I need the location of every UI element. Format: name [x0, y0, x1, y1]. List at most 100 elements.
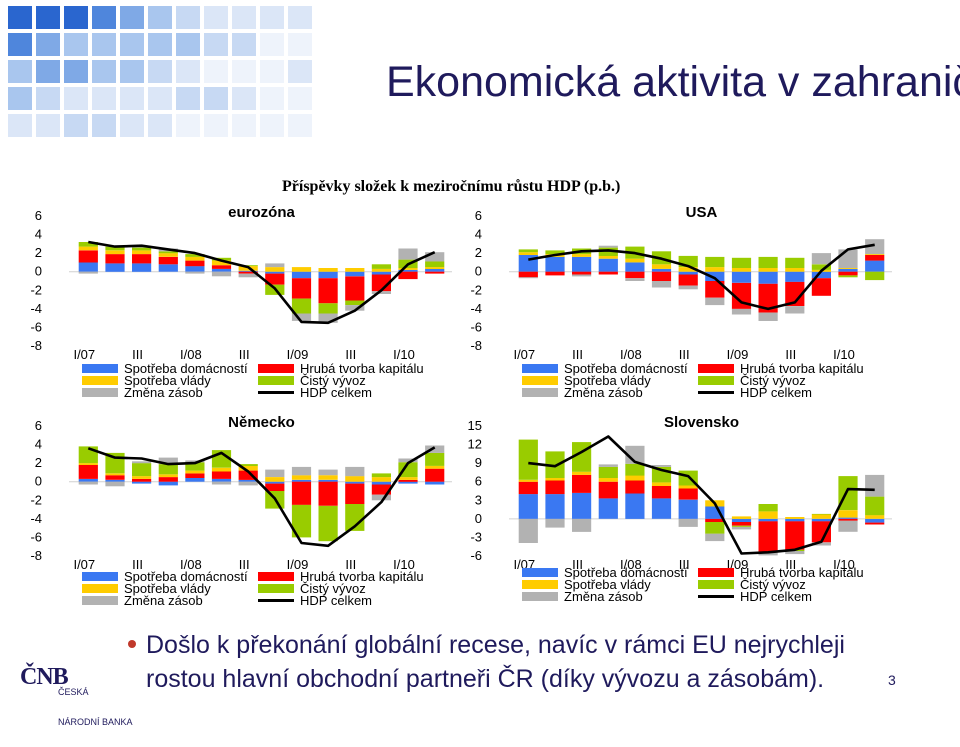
bar-gfcf — [572, 271, 592, 275]
decor-square-44 — [8, 114, 32, 137]
x-tick-label: III — [345, 347, 356, 362]
bar-gfcf — [811, 278, 831, 296]
bar-government — [865, 515, 885, 519]
bar-net-exports — [318, 505, 338, 542]
bar-inventories — [545, 518, 565, 528]
bar-net-exports — [345, 504, 365, 531]
legend-swatch-government — [82, 376, 118, 385]
conclusion-text: Došlo k překonání globální recese, navíc… — [146, 628, 845, 696]
decor-square-40 — [204, 87, 228, 110]
chart-title: USA — [686, 204, 718, 221]
legend-label-inventories: Změna zásob — [124, 593, 203, 608]
bar-inventories — [811, 253, 831, 265]
legend-item-government: Spotřeba vlády — [82, 581, 211, 596]
bar-net-exports — [545, 451, 565, 478]
bar-government — [651, 482, 672, 486]
bar-consumption — [758, 271, 778, 284]
bar-gfcf — [598, 271, 618, 275]
bar-gfcf — [865, 522, 885, 525]
bar-gfcf — [758, 521, 778, 552]
bar-consumption — [625, 262, 645, 272]
x-tick-label: III — [785, 557, 796, 572]
decor-square-31 — [260, 60, 284, 83]
legend-swatch-inventories — [82, 388, 118, 397]
bar-inventories — [78, 481, 98, 485]
bar-consumption — [211, 478, 232, 482]
decor-square-43 — [288, 87, 312, 110]
bar-gfcf — [811, 521, 831, 543]
bar-gfcf — [78, 250, 98, 263]
bar-gfcf — [518, 271, 538, 278]
bar-government — [731, 268, 752, 272]
legend-label-inventories: Změna zásob — [564, 589, 643, 604]
decor-square-50 — [176, 114, 200, 137]
y-tick-label: -2 — [30, 492, 42, 507]
bar-government — [678, 267, 698, 272]
bar-government — [291, 267, 312, 272]
x-tick-label: III — [679, 557, 690, 572]
bar-gfcf — [291, 278, 312, 299]
bar-gfcf — [838, 271, 858, 276]
gdp-line — [87, 446, 436, 548]
decor-square-13 — [64, 33, 88, 56]
bar-consumption — [425, 481, 445, 485]
decor-square-39 — [176, 87, 200, 110]
bar-inventories — [625, 278, 645, 281]
legend-swatch-consumption — [82, 572, 118, 581]
y-tick-label: 4 — [475, 227, 482, 242]
bar-inventories — [158, 457, 178, 465]
y-tick-label: 4 — [35, 437, 42, 452]
bar-net-exports — [105, 246, 125, 251]
bar-inventories — [211, 271, 232, 277]
bar-net-exports — [731, 525, 752, 527]
bar-net-exports — [132, 463, 152, 477]
legend-label-government: Spotřeba vlády — [564, 373, 651, 388]
decor-square-10 — [288, 6, 312, 29]
bar-inventories — [291, 313, 312, 321]
bar-government — [265, 477, 285, 482]
legend-swatch-government — [82, 584, 118, 593]
x-tick-label: I/09 — [287, 557, 309, 572]
bar-consumption — [545, 256, 565, 272]
bar-inventories — [678, 285, 698, 290]
decor-square-16 — [148, 33, 172, 56]
y-tick-label: -4 — [30, 301, 42, 316]
bar-consumption — [132, 263, 152, 272]
bar-consumption — [865, 518, 885, 523]
bar-inventories — [132, 461, 152, 464]
x-tick-label: I/08 — [180, 347, 202, 362]
legend-label-net-exports: Čistý vývoz — [300, 373, 366, 388]
bar-inventories — [371, 291, 391, 294]
bar-government — [758, 268, 778, 272]
bar-inventories — [625, 445, 645, 464]
legend-swatch-consumption — [522, 364, 558, 373]
bar-consumption — [318, 271, 338, 279]
legend-item-inventories: Změna zásob — [522, 385, 643, 400]
y-tick-label: -8 — [30, 338, 42, 353]
logo-line-2: NÁRODNÍ BANKA — [58, 717, 133, 727]
bar-consumption — [785, 271, 805, 282]
decor-square-22 — [8, 60, 32, 83]
bar-inventories — [865, 474, 885, 497]
bar-consumption — [598, 498, 618, 519]
bar-government — [211, 260, 232, 266]
decor-square-1 — [36, 6, 60, 29]
x-tick-label: III — [572, 557, 583, 572]
bar-government — [731, 516, 752, 519]
bar-net-exports — [838, 476, 858, 511]
y-tick-label: 6 — [35, 208, 42, 223]
bar-net-exports — [238, 265, 258, 267]
y-tick-label: -6 — [30, 319, 42, 334]
x-tick-label: III — [239, 557, 250, 572]
decor-square-54 — [288, 114, 312, 137]
legend-swatch-government — [522, 376, 558, 385]
decor-square-20 — [260, 33, 284, 56]
bar-inventories — [105, 481, 125, 487]
bar-consumption — [265, 481, 285, 484]
bar-consumption — [211, 268, 232, 272]
bar-net-exports — [291, 298, 312, 314]
x-tick-label: III — [785, 347, 796, 362]
bar-gfcf — [398, 271, 418, 280]
decor-square-46 — [64, 114, 88, 137]
legend-item-consumption: Spotřeba domácností — [522, 565, 688, 580]
